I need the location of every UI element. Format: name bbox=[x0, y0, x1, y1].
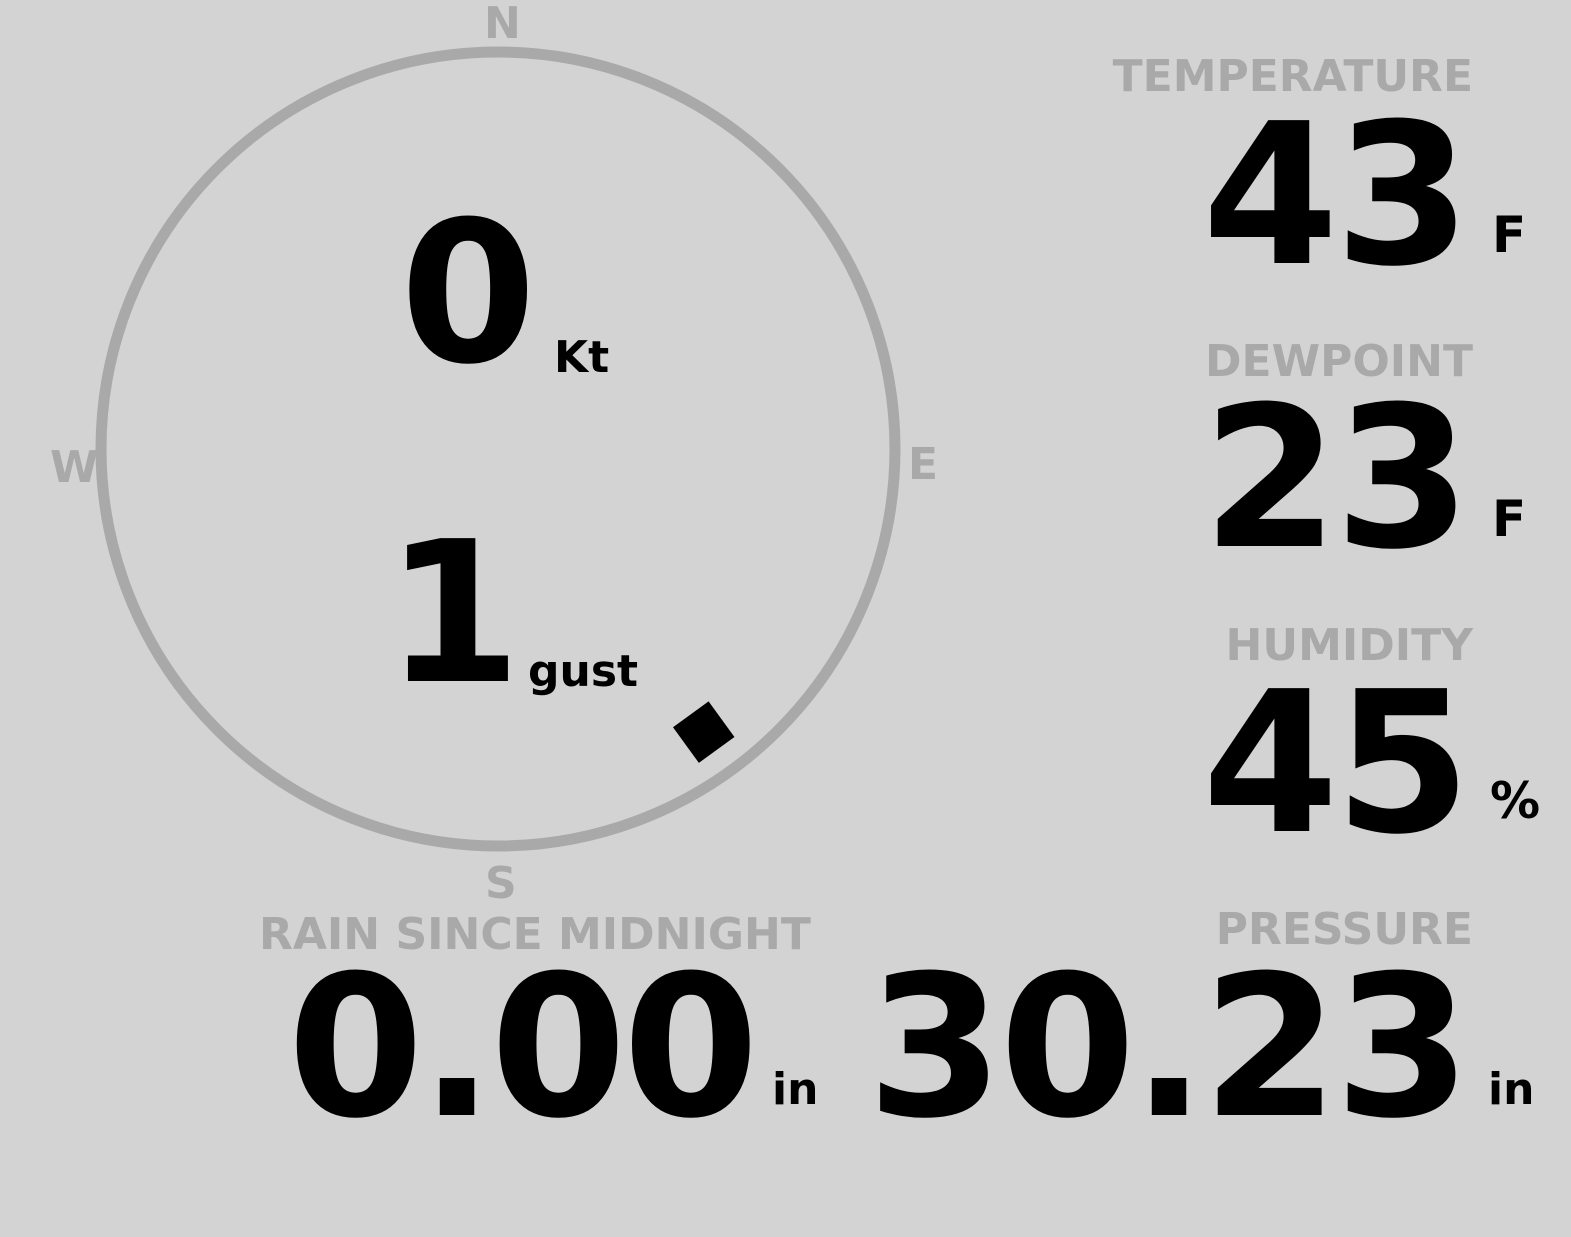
humidity-value: 45 bbox=[1202, 650, 1471, 878]
compass-south: S bbox=[485, 858, 517, 909]
wind-gust-unit: gust bbox=[528, 646, 639, 697]
pressure-label: PRESSURE bbox=[1215, 904, 1473, 955]
dewpoint-unit: F bbox=[1492, 490, 1527, 548]
rain-label: RAIN SINCE MIDNIGHT bbox=[259, 909, 811, 960]
humidity-unit: % bbox=[1490, 772, 1541, 830]
dewpoint-value: 23 bbox=[1202, 365, 1471, 593]
pressure-unit: in bbox=[1488, 1064, 1535, 1115]
rain-value: 0.00 bbox=[287, 934, 759, 1162]
wind-gust-value: 1 bbox=[385, 500, 521, 728]
compass-north: N bbox=[484, 0, 521, 49]
temperature-label: TEMPERATURE bbox=[1112, 51, 1473, 102]
wind-speed-value: 0 bbox=[400, 180, 536, 408]
temperature-unit: F bbox=[1492, 206, 1527, 264]
humidity-label: HUMIDITY bbox=[1225, 620, 1473, 671]
compass-east: E bbox=[908, 439, 939, 490]
dewpoint-label: DEWPOINT bbox=[1205, 336, 1473, 387]
wind-speed-unit: Kt bbox=[554, 332, 610, 383]
rain-unit: in bbox=[772, 1064, 819, 1115]
wind-direction-marker bbox=[672, 701, 735, 763]
pressure-value: 30.23 bbox=[867, 934, 1471, 1162]
temperature-value: 43 bbox=[1202, 82, 1471, 310]
compass-ring bbox=[95, 46, 901, 852]
compass-west: W bbox=[50, 442, 99, 493]
